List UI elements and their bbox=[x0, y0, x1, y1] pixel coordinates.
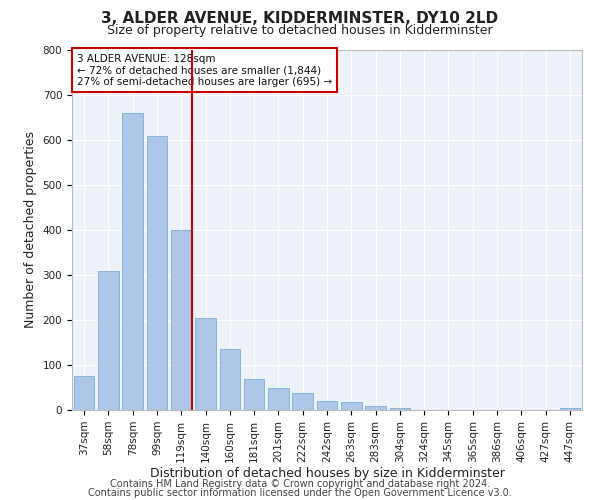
Bar bbox=[268, 388, 289, 410]
Y-axis label: Number of detached properties: Number of detached properties bbox=[24, 132, 37, 328]
Bar bbox=[341, 402, 362, 410]
Bar bbox=[146, 136, 167, 410]
Bar bbox=[317, 401, 337, 410]
Text: 3 ALDER AVENUE: 128sqm
← 72% of detached houses are smaller (1,844)
27% of semi-: 3 ALDER AVENUE: 128sqm ← 72% of detached… bbox=[77, 54, 332, 87]
Bar bbox=[560, 408, 580, 410]
Text: Contains HM Land Registry data © Crown copyright and database right 2024.: Contains HM Land Registry data © Crown c… bbox=[110, 479, 490, 489]
Bar bbox=[365, 406, 386, 410]
Bar bbox=[195, 318, 216, 410]
Bar bbox=[122, 113, 143, 410]
Bar bbox=[220, 349, 240, 410]
Text: Contains public sector information licensed under the Open Government Licence v3: Contains public sector information licen… bbox=[88, 488, 512, 498]
Bar bbox=[292, 394, 313, 410]
Text: Size of property relative to detached houses in Kidderminster: Size of property relative to detached ho… bbox=[107, 24, 493, 37]
Bar bbox=[244, 378, 265, 410]
Text: 3, ALDER AVENUE, KIDDERMINSTER, DY10 2LD: 3, ALDER AVENUE, KIDDERMINSTER, DY10 2LD bbox=[101, 11, 499, 26]
Bar bbox=[98, 270, 119, 410]
Bar bbox=[389, 408, 410, 410]
Bar bbox=[171, 230, 191, 410]
X-axis label: Distribution of detached houses by size in Kidderminster: Distribution of detached houses by size … bbox=[149, 468, 505, 480]
Bar bbox=[74, 376, 94, 410]
